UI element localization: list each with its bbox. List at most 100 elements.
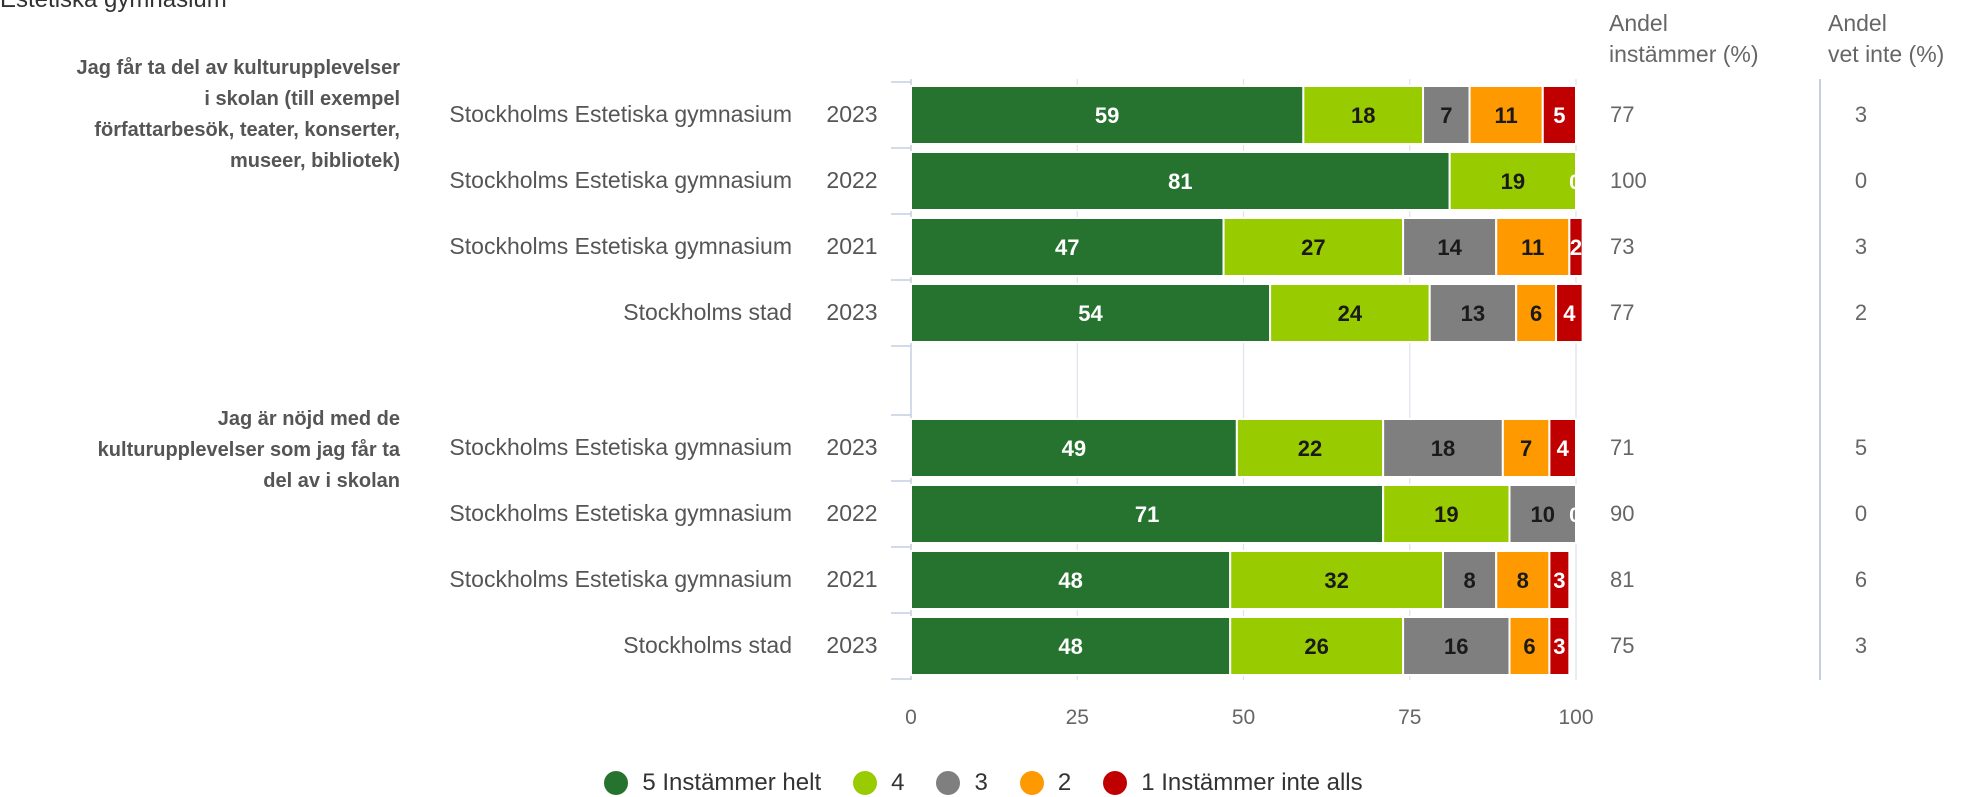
bar-value-label: 4	[1563, 301, 1576, 326]
agree-header-line-1: Andel	[1609, 10, 1668, 36]
bar-segment	[1568, 217, 1584, 277]
legend-item-4[interactable]: 4	[853, 769, 904, 797]
question-title-line: författarbesök, teater, konserter,	[94, 119, 400, 141]
legend-item-2[interactable]: 2	[1019, 769, 1072, 797]
bar-value-label: 13	[1461, 301, 1485, 326]
legend-dot-5	[604, 771, 629, 795]
legend-item-3[interactable]: 3	[936, 769, 988, 797]
bar-value-label: 0	[1569, 171, 1581, 194]
row-label: Stockholms stad	[623, 632, 792, 658]
bar-value-label: 18	[1431, 436, 1455, 461]
row-year: 2021	[826, 566, 877, 592]
bar-segment	[1302, 85, 1425, 145]
bar-segment	[1448, 151, 1578, 211]
bar-segment	[1229, 550, 1444, 610]
bar-segment	[1402, 616, 1511, 676]
legend-label-1: 1 Instämmer inte alls	[1141, 769, 1363, 796]
bar-value-label: 10	[1531, 502, 1555, 527]
bar-value-label: 22	[1298, 436, 1322, 461]
row-label: Stockholms Estetiska gymnasium	[449, 566, 792, 592]
row-label: Stockholms Estetiska gymnasium	[449, 434, 792, 460]
bar-value-label: 3	[1553, 634, 1565, 659]
row-label: Stockholms Estetiska gymnasium	[449, 101, 792, 127]
bar-segment	[1222, 217, 1405, 277]
agree-value: 90	[1610, 501, 1634, 526]
bar-value-label: 48	[1058, 634, 1082, 659]
question-title-line: kulturupplevelser som jag får ta	[97, 439, 400, 461]
agree-value: 77	[1610, 102, 1634, 127]
bar-segment	[1269, 283, 1431, 343]
bar-value-label: 8	[1463, 568, 1475, 593]
row-label: Stockholms Estetiska gymnasium	[449, 233, 792, 259]
legend-item-5[interactable]: 5 Instämmer helt	[604, 769, 821, 797]
bar-value-label: 14	[1437, 235, 1462, 260]
bar-value-label: 48	[1058, 568, 1082, 593]
bar-segment	[910, 550, 1232, 610]
legend-item-1[interactable]: 1 Instämmer inte alls	[1103, 769, 1363, 797]
bar-segment	[1501, 418, 1551, 478]
bar-segment	[1402, 217, 1498, 277]
bar-segment	[910, 616, 1232, 676]
page-title: Estetiska gymnasium	[0, 0, 227, 14]
agree-value: 73	[1610, 234, 1634, 259]
dontknow-value: 3	[1855, 234, 1867, 259]
dontknow-header-line-2: vet inte (%)	[1828, 41, 1945, 67]
row-year: 2023	[826, 632, 877, 658]
agree-value: 71	[1610, 435, 1634, 460]
question-title: Jag får ta del av kulturupplevelser i sko…	[0, 53, 400, 177]
question-title-line: museer, bibliotek)	[229, 150, 400, 172]
agree-value: 100	[1610, 168, 1647, 193]
legend-dot-1	[1103, 771, 1128, 795]
legend-dot-4	[853, 771, 878, 795]
bar-segment	[910, 217, 1225, 277]
bar-value-label: 0	[1569, 504, 1581, 527]
row-year: 2022	[826, 167, 877, 193]
bar-segment	[910, 151, 1451, 211]
legend-dot-2	[1019, 771, 1044, 795]
legend-label-4: 4	[891, 769, 905, 796]
bar-segment	[1235, 418, 1385, 478]
agree-column-header: Andel instämmer (%)	[1609, 8, 1759, 70]
legend-dot-3	[936, 771, 961, 795]
question-title-line: Jag är nöjd med de	[217, 408, 400, 430]
bar-value-label: 59	[1095, 103, 1119, 128]
row-label: Stockholms Estetiska gymnasium	[449, 500, 792, 526]
dontknow-value: 3	[1855, 102, 1867, 127]
bar-value-label: 19	[1501, 169, 1525, 194]
bar-value-label: 19	[1434, 502, 1458, 527]
row-year: 2023	[826, 101, 877, 127]
bar-value-label: 2	[1570, 235, 1582, 260]
bar-segment	[1548, 418, 1578, 478]
bar-value-label: 16	[1444, 634, 1468, 659]
bar-segment	[1468, 85, 1544, 145]
x-tick-label-75: 75	[1398, 706, 1421, 729]
bar-value-label: 24	[1338, 301, 1363, 326]
bar-value-label: 26	[1304, 634, 1328, 659]
bar-value-label: 4	[1557, 436, 1570, 461]
bar-value-label: 32	[1324, 568, 1348, 593]
row-year: 2021	[826, 233, 877, 259]
bar-value-label: 47	[1055, 235, 1079, 260]
x-tick-label-50: 50	[1232, 706, 1255, 729]
row-year: 2022	[826, 500, 877, 526]
bar-value-label: 3	[1553, 568, 1565, 593]
bar-segment	[1428, 283, 1518, 343]
bar-segment	[1382, 484, 1511, 544]
dontknow-value: 0	[1855, 168, 1867, 193]
bar-value-label: 18	[1351, 103, 1375, 128]
dontknow-value: 2	[1855, 300, 1867, 325]
x-tick-label-100: 100	[1558, 706, 1593, 729]
bar-segment	[1382, 418, 1504, 478]
agree-value: 81	[1610, 567, 1634, 592]
dontknow-value: 6	[1855, 567, 1867, 592]
agree-value: 75	[1610, 633, 1634, 658]
dontknow-value: 0	[1855, 501, 1867, 526]
bar-value-label: 81	[1168, 169, 1192, 194]
legend-label-2: 2	[1057, 769, 1072, 796]
dontknow-header-line-1: Andel	[1828, 10, 1887, 36]
row-label: Stockholms Estetiska gymnasium	[449, 167, 792, 193]
dontknow-column-header: Andel vet inte (%)	[1828, 8, 1944, 70]
x-tick-label-0: 0	[905, 706, 917, 729]
bar-value-label: 6	[1530, 301, 1542, 326]
